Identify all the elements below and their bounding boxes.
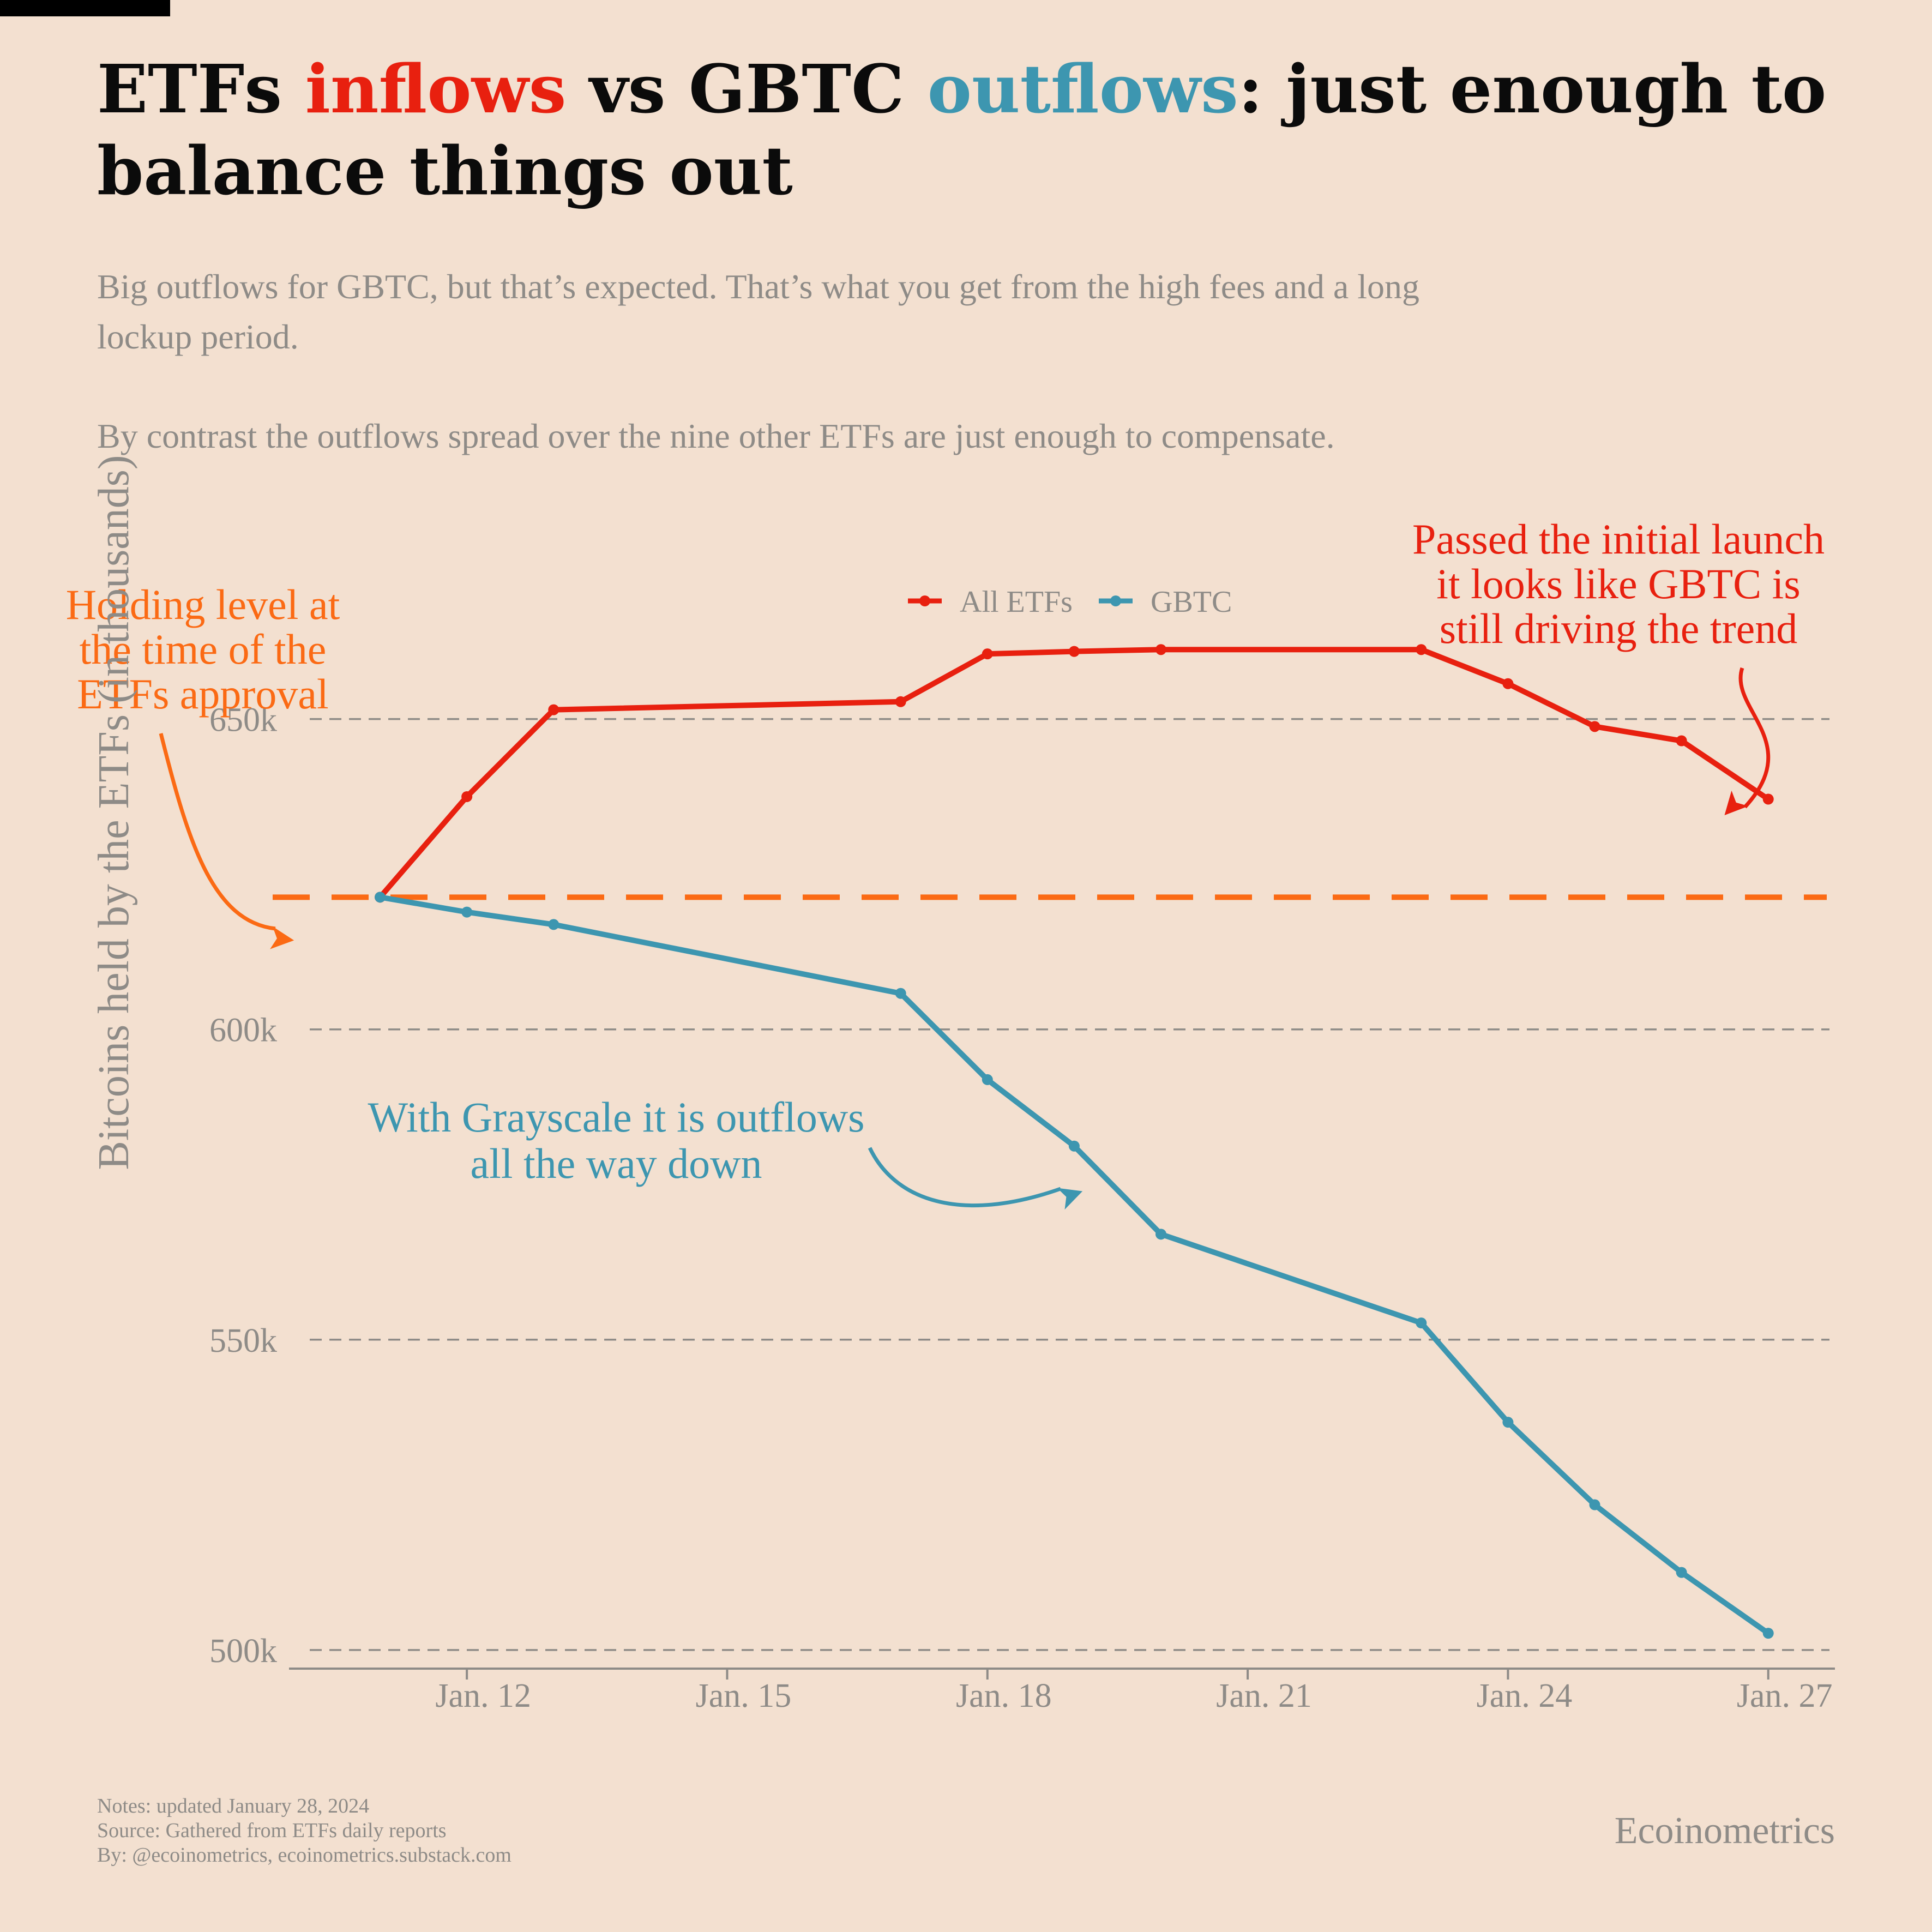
- x-tick-label: Jan. 21: [1216, 1677, 1312, 1714]
- y-axis-label: Bitcoins held by the ETFs (in thousands): [90, 455, 138, 1170]
- legend: All ETFs GBTC: [908, 585, 1232, 619]
- trend-annotation-line: it looks like GBTC is: [1436, 560, 1800, 607]
- all-etfs-data-point: [1416, 644, 1427, 655]
- y-axis-ticks: 500k 550k 600k 650k: [209, 702, 277, 1670]
- all-etfs-legend-label: All ETFs: [960, 585, 1073, 619]
- gbtc-data-point: [895, 988, 906, 999]
- all-etfs-data-point: [982, 648, 993, 660]
- all-etfs-data-point: [1589, 721, 1600, 732]
- x-tick-label: Jan. 27: [1737, 1677, 1833, 1714]
- footer-source-line: Source: Gathered from ETFs daily reports: [97, 1819, 447, 1842]
- all-etfs-legend-marker: [919, 595, 930, 606]
- gbtc-annotation-line: all the way down: [470, 1140, 762, 1187]
- gbtc-data-point: [982, 1074, 993, 1085]
- gbtc-annotation-text: With Grayscale it is outflows all the way…: [368, 1093, 864, 1187]
- subtitle-paragraph-1: Big outflows for GBTC, but that’s expect…: [97, 267, 1420, 356]
- subtitle-paragraph-2: By contrast the outflows spread over the…: [97, 417, 1335, 455]
- title-part-1: inflows: [305, 50, 567, 128]
- series-lines: [375, 644, 1774, 1639]
- gbtc-data-point: [375, 892, 386, 903]
- y-tick-label: 550k: [209, 1322, 277, 1359]
- approval-annotation-line: the time of the: [80, 625, 327, 673]
- annotations: Holding level at the time of the ETFs appr…: [66, 515, 1825, 1210]
- footer-by-line: By: @ecoinometrics, ecoinometrics.substa…: [97, 1844, 511, 1867]
- y-tick-label: 600k: [209, 1012, 277, 1049]
- all-etfs-data-point: [1155, 644, 1166, 655]
- x-tick-label: Jan. 18: [956, 1677, 1052, 1714]
- gbtc-data-point: [461, 906, 473, 918]
- x-tick-label: Jan. 24: [1477, 1677, 1573, 1714]
- x-tick-label: Jan. 12: [435, 1677, 531, 1714]
- all-etfs-data-point: [1068, 646, 1080, 657]
- gbtc-data-point: [1155, 1229, 1166, 1240]
- all-etfs-data-point: [895, 696, 906, 707]
- x-tick-label: Jan. 15: [696, 1677, 792, 1714]
- all-etfs-data-point: [1762, 793, 1774, 805]
- gbtc-data-point: [1416, 1317, 1427, 1329]
- approval-annotation-text: Holding level at the time of the ETFs appr…: [66, 581, 340, 718]
- footer-notes: Notes: updated January 28, 2024 Source: …: [97, 1794, 511, 1868]
- footer-notes-line: Notes: updated January 28, 2024: [97, 1795, 370, 1817]
- gbtc-data-point: [1762, 1628, 1774, 1639]
- trend-annotation-line: Passed the initial launch: [1412, 515, 1825, 563]
- brand-logo-text: Ecoinometrics: [1614, 1810, 1835, 1852]
- gbtc-annotation-line: With Grayscale it is outflows: [368, 1093, 864, 1141]
- trend-annotation-text: Passed the initial launch it looks like G…: [1412, 515, 1825, 652]
- gbtc-data-point: [1589, 1499, 1600, 1510]
- all-etfs-data-point: [461, 791, 473, 802]
- approval-annotation-line: Holding level at: [66, 581, 340, 628]
- all-etfs-series-line: [378, 647, 1770, 899]
- approval-annotation-line: ETFs approval: [77, 670, 328, 718]
- title-part-0: ETFs: [97, 50, 305, 128]
- gbtc-annotation-arrow: [868, 1147, 1083, 1210]
- trend-annotation-arrow: [1724, 667, 1771, 816]
- title-part-3: outflows: [927, 50, 1238, 128]
- all-etfs-data-point: [1502, 678, 1514, 689]
- gbtc-data-point: [1676, 1567, 1687, 1578]
- approval-annotation-arrow: [159, 733, 294, 949]
- gbtc-legend-marker: [1110, 595, 1121, 606]
- all-etfs-data-point: [1676, 735, 1687, 747]
- gbtc-data-point: [548, 919, 559, 930]
- all-etfs-data-point: [548, 704, 559, 715]
- gbtc-series-line: [380, 894, 1770, 1636]
- title-part-2: vs GBTC: [566, 50, 928, 128]
- x-axis: Jan. 12 Jan. 15 Jan. 18 Jan. 21 Jan. 24 Jan. …: [289, 1668, 1835, 1714]
- gbtc-legend-label: GBTC: [1151, 585, 1232, 619]
- gbtc-data-point: [1502, 1417, 1514, 1428]
- chart-title: ETFs inflows vs GBTC outflows: just enou…: [97, 48, 1842, 212]
- title-part-4: : just enough to balance things out: [97, 50, 1827, 210]
- y-tick-label: 500k: [209, 1633, 277, 1670]
- y-tick-label: 650k: [209, 702, 277, 739]
- top-accent-bar: [0, 0, 170, 16]
- trend-annotation-line: still driving the trend: [1440, 605, 1797, 652]
- gbtc-data-point: [1068, 1140, 1080, 1152]
